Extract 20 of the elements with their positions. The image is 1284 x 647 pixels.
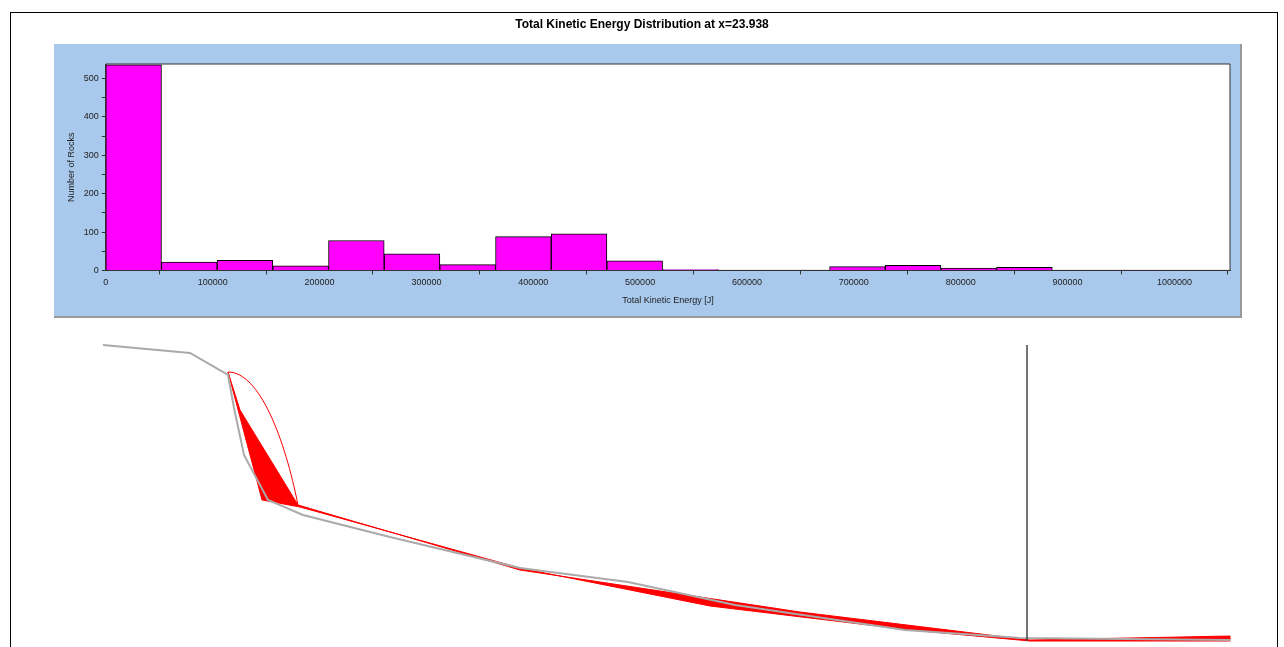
y-tick-label: 500 xyxy=(83,73,99,84)
x-tick-label: 300000 xyxy=(411,277,442,288)
x-tick-label: 1000000 xyxy=(1156,277,1192,288)
y-axis-title: Number of Rocks xyxy=(65,131,76,202)
y-tick-label: 0 xyxy=(93,264,99,275)
y-tick-label: 100 xyxy=(83,226,99,237)
y-tick-label: 400 xyxy=(83,111,99,122)
x-tick-label: 500000 xyxy=(625,277,656,288)
x-tick-label: 800000 xyxy=(945,277,976,288)
x-tick-label: 600000 xyxy=(731,277,763,288)
x-tick-label: 700000 xyxy=(838,277,869,288)
y-tick-label: 200 xyxy=(83,188,99,199)
x-tick-label: 0 xyxy=(103,277,109,288)
x-axis-title: Total Kinetic Energy [J] xyxy=(622,295,714,306)
x-tick-label: 400000 xyxy=(518,277,549,288)
x-tick-label: 100000 xyxy=(197,277,228,288)
x-tick-label: 900000 xyxy=(1052,277,1083,288)
chart-title: Total Kinetic Energy Distribution at x=23.938 xyxy=(514,17,770,31)
y-tick-label: 300 xyxy=(83,149,99,160)
x-tick-label: 200000 xyxy=(304,277,335,288)
